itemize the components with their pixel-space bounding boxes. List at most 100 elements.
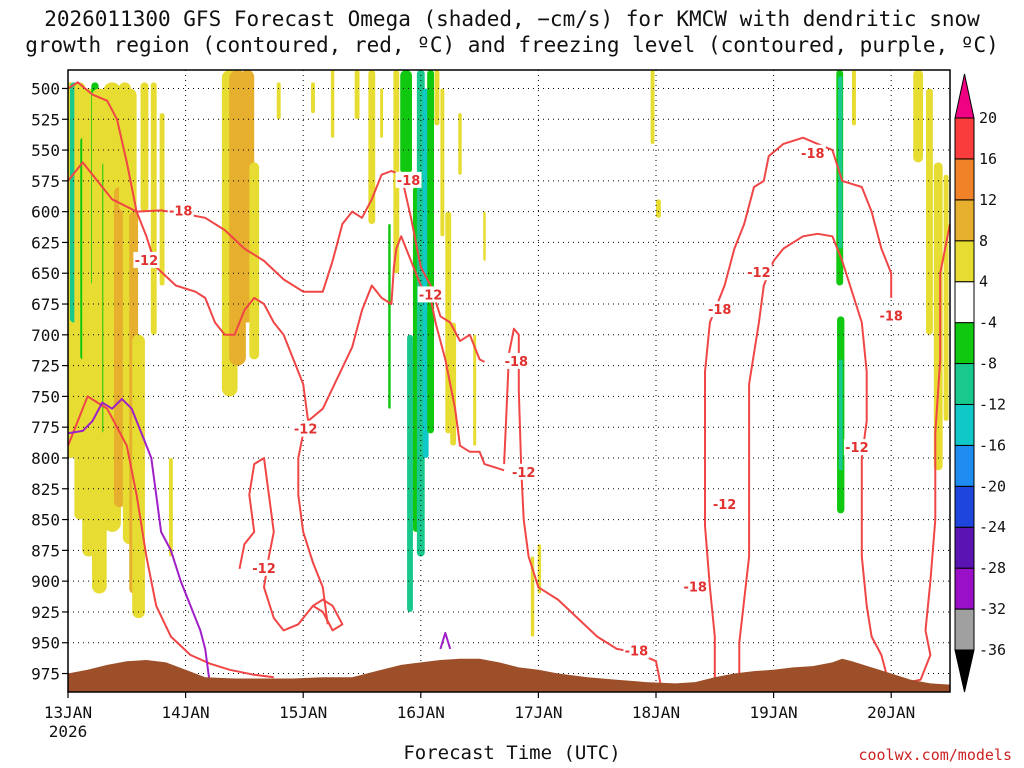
x-tick-label: 17JAN	[514, 703, 562, 722]
x-tick-label: 13JAN	[44, 703, 92, 722]
y-tick-label: 900	[31, 572, 60, 591]
colorbar-bottom-triangle	[954, 649, 975, 693]
y-tick-label: 675	[31, 295, 60, 314]
contour-label-bg	[292, 420, 319, 437]
dgz-far-east-contour	[890, 223, 950, 687]
colorbar-tick-label: -4	[979, 314, 997, 332]
omega-shading	[925, 88, 933, 335]
omega-shading	[380, 88, 384, 138]
contour-label: -12	[843, 439, 870, 456]
dgz-minus18-upper-contour	[68, 161, 485, 363]
y-tick-label: 825	[31, 480, 60, 499]
colorbar-tick-label: -32	[979, 600, 1006, 618]
contour-label-bg	[711, 495, 738, 512]
x-axis-label: Forecast Time (UTC)	[403, 742, 621, 764]
dgz-minus12-mid-contour	[238, 457, 344, 632]
dgz-minus12-mid2-contour	[297, 421, 329, 625]
colorbar-segment	[954, 322, 975, 365]
y-tick-label: 600	[31, 203, 60, 222]
colorbar-tick-label: -24	[979, 518, 1006, 536]
y-tick-label: 725	[31, 357, 60, 376]
contour-label-text: -12	[294, 423, 318, 438]
omega-shading	[440, 88, 445, 237]
colorbar-segment	[954, 403, 975, 446]
colorbar-tick-label: -28	[979, 559, 1006, 577]
x-tick-label: 18JAN	[632, 703, 680, 722]
contour-label-bg	[133, 251, 160, 268]
omega-shading	[168, 457, 173, 557]
colorbar-tick-label: 16	[979, 150, 997, 168]
freezing-level-blip-contour	[439, 631, 452, 650]
contour-label-text: -18	[625, 644, 649, 659]
omega-shading	[276, 82, 281, 120]
contour-label: -12	[292, 420, 319, 438]
contour-label-text: -12	[252, 562, 276, 577]
contour-label-bg	[878, 307, 905, 324]
omega-shading	[838, 359, 843, 471]
omega-shading	[150, 82, 157, 335]
plot-frame	[67, 69, 951, 693]
omega-shading	[249, 162, 260, 360]
colorbar-tick-label: 8	[979, 232, 988, 250]
omega-shading	[393, 70, 400, 274]
omega-shading	[483, 211, 486, 261]
y-tick-label: 775	[31, 418, 60, 437]
contour-label-bg	[417, 286, 444, 303]
contour-label-text: -12	[713, 498, 737, 513]
chart-title: 2026011300 GFS Forecast Omega (shaded, −…	[0, 6, 1024, 58]
y-tick-label: 975	[31, 665, 60, 684]
contour-label-bg	[843, 439, 870, 456]
contour-label-bg	[503, 352, 530, 369]
plot-area: -18 -12 -18 -12 -18 -12 -12 -12 -18 -18 -12 -18 -12 -…	[68, 70, 950, 692]
contour-label-text: -18	[683, 580, 707, 595]
ground-terrain	[68, 658, 950, 692]
omega-shading	[407, 334, 413, 612]
omega-shading	[933, 162, 943, 471]
omega-shading	[354, 70, 360, 120]
colorbar-segment	[954, 199, 975, 242]
colorbar-segment	[954, 444, 975, 487]
y-tick-label: 750	[31, 387, 60, 406]
contour-label-text: -18	[169, 205, 193, 220]
y-tick-label: 650	[31, 264, 60, 283]
dgz-east-inner-contour	[738, 232, 893, 687]
omega-shading	[458, 113, 462, 175]
contour-label-text: -12	[135, 254, 159, 269]
colorbar-top-triangle	[954, 73, 975, 119]
x-start-year-label: 2026	[49, 722, 88, 741]
contour-label-text: -18	[397, 174, 421, 189]
colorbar-segment	[954, 281, 975, 324]
contour-label-text: -18	[879, 309, 903, 324]
omega-shading	[434, 70, 440, 126]
freezing-level-contour	[68, 397, 212, 686]
plot-background	[68, 70, 950, 692]
omega-shading	[852, 70, 856, 126]
contour-label-text: -12	[845, 441, 869, 456]
contour-label: -12	[510, 463, 537, 481]
omega-shading	[650, 70, 655, 144]
contour-label: -18	[395, 171, 422, 189]
y-tick-label: 525	[31, 110, 60, 129]
colorbar-segment	[954, 608, 975, 651]
omega-shading	[330, 70, 335, 138]
omega-shading	[400, 70, 412, 175]
omega-shading	[368, 70, 376, 224]
axes: 500 525 550 575 600 625 650 675 700 725 750 775 800 8…	[31, 69, 951, 741]
contour-label: -12	[417, 286, 444, 303]
colorbar-segment	[954, 240, 975, 283]
contour-label: -12	[133, 251, 160, 269]
contour-label: -12	[251, 559, 277, 577]
y-tick-label: 625	[31, 233, 60, 252]
contour-label-bg	[745, 264, 772, 281]
colorbar-tick-label: 20	[979, 109, 997, 127]
x-tick-label: 20JAN	[867, 703, 915, 722]
contour-label: -18	[706, 301, 733, 318]
omega-shading	[427, 70, 435, 434]
contour-label-bg	[251, 559, 277, 576]
omega-shading	[838, 76, 843, 249]
y-tick-label: 925	[31, 603, 60, 622]
x-tick-label: 19JAN	[750, 703, 798, 722]
contour-label: -18	[878, 307, 905, 324]
contour-label: -12	[711, 495, 738, 513]
y-tick-label: 950	[31, 634, 60, 653]
